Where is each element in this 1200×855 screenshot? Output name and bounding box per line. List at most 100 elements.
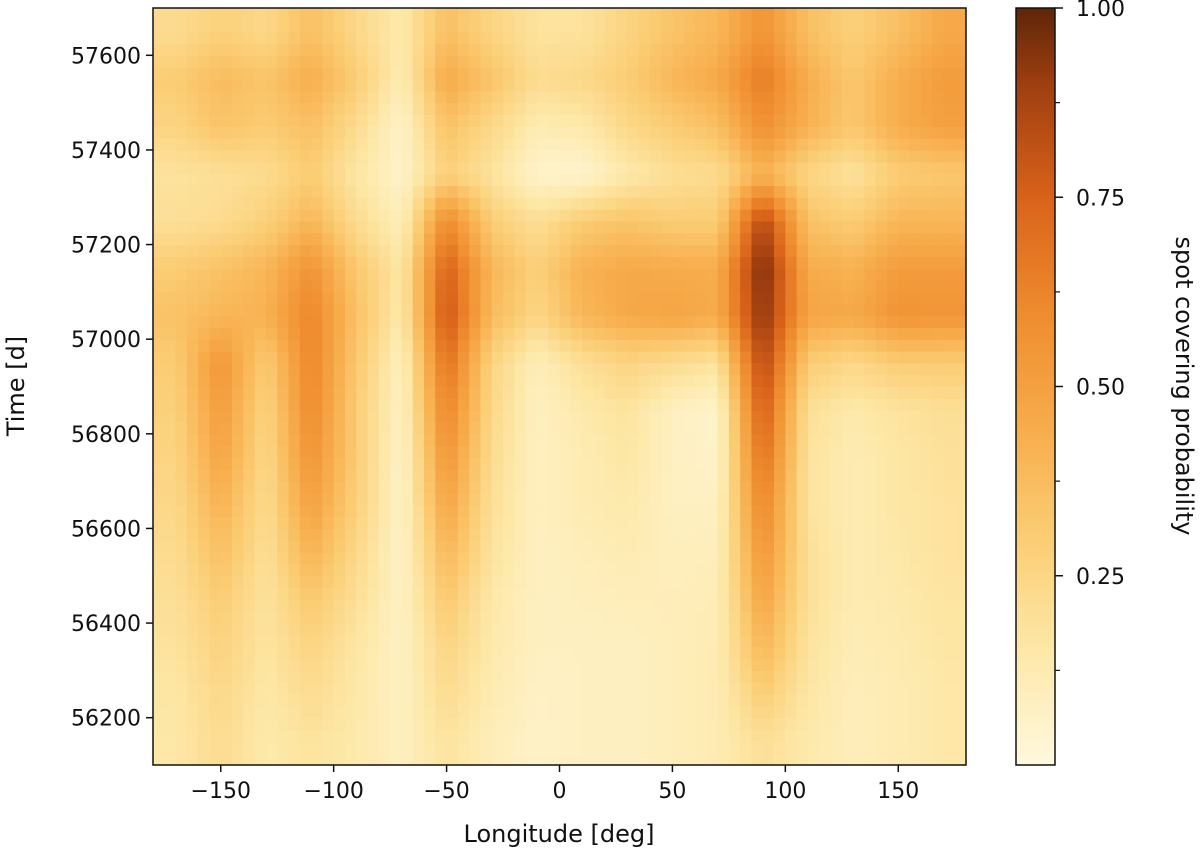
heatmap-cell <box>175 516 188 530</box>
heatmap-cell <box>491 623 504 636</box>
heatmap-cell <box>683 646 696 660</box>
heatmap-cell <box>322 161 335 175</box>
heatmap-cell <box>920 575 933 589</box>
heatmap-cell <box>525 291 538 305</box>
heatmap-cell <box>807 303 820 317</box>
heatmap-cell <box>424 19 436 33</box>
heatmap-cell <box>841 741 854 754</box>
heatmap-cell <box>615 410 628 423</box>
heatmap-cell <box>649 469 662 482</box>
heatmap-cell <box>288 694 301 707</box>
heatmap-cell <box>265 670 278 683</box>
heatmap-cell <box>762 410 775 423</box>
heatmap-cell <box>401 315 414 328</box>
heatmap-cell <box>706 149 719 163</box>
heatmap-cell <box>604 445 617 459</box>
heatmap-cell <box>864 634 877 648</box>
heatmap-cell <box>830 658 843 671</box>
heatmap-cell <box>819 575 832 589</box>
heatmap-cell <box>344 232 357 246</box>
heatmap-cell <box>220 315 233 328</box>
heatmap-cell <box>299 386 312 399</box>
heatmap-cell <box>480 232 493 246</box>
heatmap-cell <box>570 197 583 210</box>
heatmap-cell <box>751 114 764 127</box>
heatmap-cell <box>830 232 843 246</box>
heatmap-cell <box>390 398 403 411</box>
heatmap-cell <box>288 126 301 139</box>
heatmap-cell <box>954 185 966 198</box>
heatmap-cell <box>288 623 301 636</box>
heatmap-cell <box>491 575 504 589</box>
heatmap-cell <box>932 315 945 328</box>
heatmap-cell <box>830 280 843 293</box>
heatmap-cell <box>706 481 719 494</box>
heatmap-cell <box>277 516 290 530</box>
heatmap-cell <box>424 374 436 388</box>
heatmap-cell <box>706 220 719 234</box>
heatmap-cell <box>514 19 527 33</box>
heatmap-cell <box>638 481 651 494</box>
heatmap-cell <box>604 433 617 447</box>
heatmap-cell <box>864 563 877 577</box>
heatmap-cell <box>288 611 301 624</box>
heatmap-cell <box>570 102 583 116</box>
heatmap-cell <box>220 102 233 116</box>
heatmap-cell <box>909 67 922 80</box>
heatmap-cell <box>378 563 391 577</box>
heatmap-cell <box>796 634 809 648</box>
heatmap-cell <box>232 753 244 765</box>
heatmap-cell <box>525 327 538 340</box>
heatmap-cell <box>333 67 346 80</box>
heatmap-cell <box>232 457 244 470</box>
heatmap-cell <box>615 611 628 624</box>
heatmap-cell <box>807 256 820 269</box>
heatmap-cell <box>593 327 606 340</box>
heatmap-cell <box>717 587 730 601</box>
heatmap-cell <box>548 351 561 364</box>
heatmap-cell <box>548 433 561 447</box>
heatmap-cell <box>627 303 640 317</box>
heatmap-cell <box>604 670 617 683</box>
heatmap-cell <box>356 587 369 601</box>
heatmap-cell <box>751 351 764 364</box>
heatmap-cell <box>198 362 211 376</box>
heatmap-cell <box>175 658 188 671</box>
heatmap-cell <box>706 19 719 33</box>
heatmap-cell <box>638 492 651 506</box>
heatmap-cell <box>853 114 865 127</box>
heatmap-cell <box>209 268 222 281</box>
heatmap-cell <box>841 244 854 257</box>
heatmap-cell <box>254 362 267 376</box>
heatmap-cell <box>401 43 414 56</box>
heatmap-cell <box>356 102 369 116</box>
heatmap-cell <box>344 256 357 269</box>
heatmap-cell <box>604 528 617 541</box>
heatmap-cell <box>356 256 369 269</box>
heatmap-cell <box>672 540 685 553</box>
heatmap-cell <box>864 741 877 754</box>
heatmap-cell <box>661 433 674 447</box>
heatmap-cell <box>232 623 244 636</box>
heatmap-cell <box>762 611 775 624</box>
heatmap-cell <box>819 374 832 388</box>
heatmap-cell <box>717 433 730 447</box>
heatmap-cell <box>548 31 561 45</box>
heatmap-cell <box>356 315 369 328</box>
heatmap-cell <box>232 575 244 589</box>
heatmap-cell <box>367 694 380 707</box>
heatmap-cell <box>864 291 877 305</box>
heatmap-cell <box>333 492 346 506</box>
heatmap-cell <box>457 315 470 328</box>
heatmap-cell <box>536 421 549 435</box>
heatmap-cell <box>503 469 515 482</box>
heatmap-cell <box>198 268 211 281</box>
heatmap-cell <box>796 78 809 92</box>
heatmap-cell <box>864 220 877 234</box>
colorbar-tick-label: 0.25 <box>1076 565 1125 590</box>
heatmap-cell <box>548 753 561 765</box>
heatmap-cell <box>582 469 594 482</box>
heatmap-cell <box>435 90 448 104</box>
heatmap-cell <box>277 126 290 139</box>
heatmap-cell <box>344 504 357 518</box>
